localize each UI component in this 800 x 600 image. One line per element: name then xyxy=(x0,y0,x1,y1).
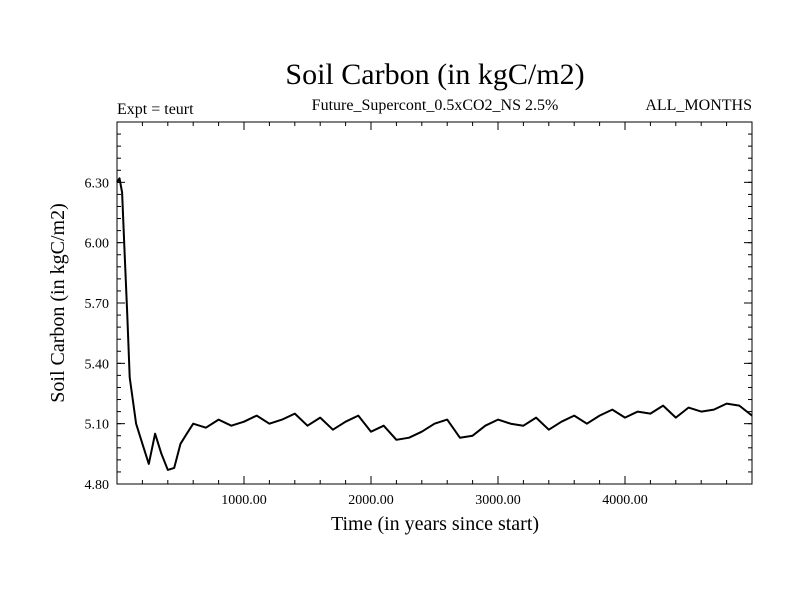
x-axis: 1000.00 2000.00 3000.00 4000.00 xyxy=(221,122,648,508)
x-tick-label: 2000.00 xyxy=(348,493,394,508)
y-axis: 4.80 5.10 5.40 5.70 6.00 6.30 xyxy=(85,176,752,493)
y-axis-label: Soil Carbon (in kgC/m2) xyxy=(47,203,69,402)
y-tick-label: 5.70 xyxy=(85,297,110,312)
chart-subtitle: Future_Supercont_0.5xCO2_NS 2.5% xyxy=(312,97,559,114)
x-axis-label: Time (in years since start) xyxy=(331,513,539,535)
minor-ticks xyxy=(116,121,753,485)
y-tick-label: 5.40 xyxy=(85,357,110,372)
y-tick-label: 6.00 xyxy=(85,237,110,252)
x-tick-label: 1000.00 xyxy=(221,493,267,508)
y-tick-label: 5.10 xyxy=(85,418,110,433)
y-tick-label: 6.30 xyxy=(85,176,110,191)
series-line-0 xyxy=(116,177,753,471)
months-annotation: ALL_MONTHS xyxy=(645,97,752,114)
y-tick-label: 4.80 xyxy=(85,478,110,493)
series-layer xyxy=(116,177,753,471)
plot-frame xyxy=(116,121,753,485)
x-tick-label: 3000.00 xyxy=(475,493,521,508)
experiment-annotation: Expt = teurt xyxy=(117,101,194,118)
chart-title: Soil Carbon (in kgC/m2) xyxy=(285,58,584,91)
x-tick-label: 4000.00 xyxy=(602,493,648,508)
